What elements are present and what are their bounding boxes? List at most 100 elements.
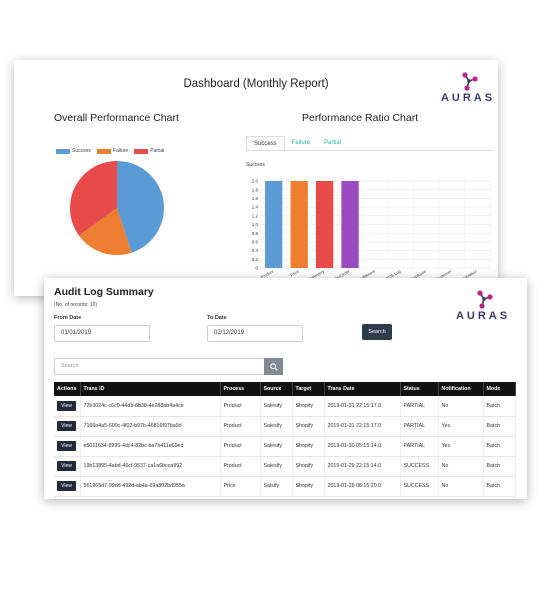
auras-logo-icon [462,72,478,91]
table-cell: Product [220,396,261,417]
pie-legend: Success Failure Partial [56,148,164,154]
from-date-label: From Date [54,315,82,321]
table-row: View 19b13895-4abd-46cf-9537-ca1a6bcca992… [54,456,516,477]
actions-cell: View [54,416,81,437]
table-row: View e5011634-8995-4dc4-82bc-ba7b411e69ed… [54,436,516,457]
pie-legend-item: Success [56,148,91,154]
actions-cell: View [54,476,81,497]
y-tick-label: 1.6 [252,196,259,201]
audit-table: Actions Trans ID Process Source Target Trans … [54,382,516,497]
column-header[interactable]: Target [292,382,325,396]
table-cell: Shopify [292,396,325,417]
view-button[interactable]: View [57,421,76,431]
audit-log-card: Audit Log Summary (No. of records: 10) A… [44,278,527,499]
auras-logo: AURAS [439,70,497,104]
pie-slice-failure [78,208,132,255]
column-header[interactable]: Source [260,382,293,396]
legend-label: Partial [150,148,165,154]
table-cell: Salesify [260,416,293,437]
table-cell: Yes [438,416,484,437]
view-button[interactable]: View [57,441,76,451]
y-tick-label: 1.4 [252,205,259,210]
y-tick-label: 1.2 [252,213,259,218]
actions-cell: View [54,436,81,457]
table-body: View 72b3024c-c6c0-44db-8b38-4e288ab4a4ce… [54,396,516,497]
table-cell: Batch [483,456,516,477]
overall-chart-title: Overall Performance Chart [54,112,179,124]
table-cell: 2019-01-30 05:15:14.0 [324,436,401,457]
ratio-tabs-divider [246,150,494,151]
table-cell: Shopify [292,416,325,437]
column-header[interactable]: Actions [54,382,81,396]
x-tick-label: Product [260,268,275,280]
table-header-row: Actions Trans ID Process Source Target Trans … [54,382,516,396]
auras-logo-audit: AURAS [454,288,512,322]
y-tick-label: 0.4 [252,248,259,253]
table-cell: Batch [483,396,516,417]
ratio-tabs: Success Failure Partial [246,136,348,152]
legend-label: Failure [112,148,129,154]
table-cell: 2019-01-31 22:15:17.0 [324,416,401,437]
from-date-input[interactable]: 01/01/2019 [54,325,150,342]
table-row: View 72b3024c-c6c0-44db-8b38-4e288ab4a4ce… [54,396,516,417]
table-cell: PARTIAL [400,436,439,457]
ratio-series-label: Success [246,162,265,168]
pie-chart [70,161,165,255]
table-cell: PARTIAL [400,416,439,437]
bar-chart: 0 0.2 0.4 0.6 0.8 1.0 1.2 1.4 1.6 1.8 2.0 Product Pr… [252,179,491,284]
table-cell: Salesify [260,396,293,417]
tab-failure[interactable]: Failure [291,140,311,146]
y-tick-label: 0.6 [252,240,259,245]
column-header[interactable]: Trans ID [80,382,221,396]
table-cell: Salesify [260,436,293,457]
to-date-input[interactable]: 02/12/2019 [207,325,303,342]
y-tick-label: 1.8 [252,187,259,192]
y-tick-label: 0 [255,266,258,271]
tab-success[interactable]: Success [246,136,285,152]
column-header[interactable]: Trans Date [324,382,401,396]
column-header[interactable]: Mode [483,382,516,396]
column-header[interactable]: Notification [438,382,484,396]
table-cell: Shopify [292,476,325,497]
x-tick-label: Price [289,268,300,277]
tab-partial[interactable]: Partial [324,140,342,146]
bar-price [290,181,308,268]
search-bar: Search [54,358,284,375]
view-button[interactable]: View [57,400,76,411]
y-tick-label: 0.8 [252,231,259,236]
ratio-chart-title: Performance Ratio Chart [302,112,419,124]
actions-cell: View [54,456,81,477]
pie-legend-item: Failure [96,148,129,154]
table-cell: No [438,456,484,477]
legend-swatch [56,148,70,154]
bar-salesorder [341,181,359,268]
table-cell: Price [220,476,261,497]
bar-product [265,181,283,268]
search-button[interactable]: Search [362,324,392,340]
column-header[interactable]: Process [220,382,261,396]
auras-logo-icon [477,290,493,309]
table-row: View 561965d7-99dd-492d-ab4a-69a802bd955a… [54,476,516,497]
view-button[interactable]: View [57,461,76,471]
table-cell: Batch [483,436,516,457]
view-button[interactable]: View [57,481,76,491]
search-icon-button[interactable] [264,358,283,375]
table-cell: Salesify [260,456,293,477]
table-cell: Product [220,436,261,457]
table-cell: Batch [483,416,516,437]
table-cell: 561965d7-99dd-492d-ab4a-69a802bd955a [80,476,221,497]
audit-title: Audit Log Summary [54,286,154,298]
search-input[interactable]: Search [54,358,264,375]
dashboard-title: Dashboard (Monthly Report) [183,78,329,90]
table-row: View 7166e4a5-600c-4f02-b97b-46816f97ba9d… [54,416,516,437]
pie-slice-success [117,161,165,253]
search-icon [269,362,278,371]
pie-slice-partial [70,161,117,236]
table-cell: No [438,396,484,417]
table-cell: 7166e4a5-600c-4f02-b97b-46816f97ba9d [80,416,221,437]
table-cell: SUCCESS [400,476,439,497]
table-cell: Product [220,456,261,477]
auras-logo-text: AURAS [455,310,511,322]
table-cell: 2019-01-29 22:15:14.0 [324,456,401,477]
column-header[interactable]: Status [400,382,439,396]
